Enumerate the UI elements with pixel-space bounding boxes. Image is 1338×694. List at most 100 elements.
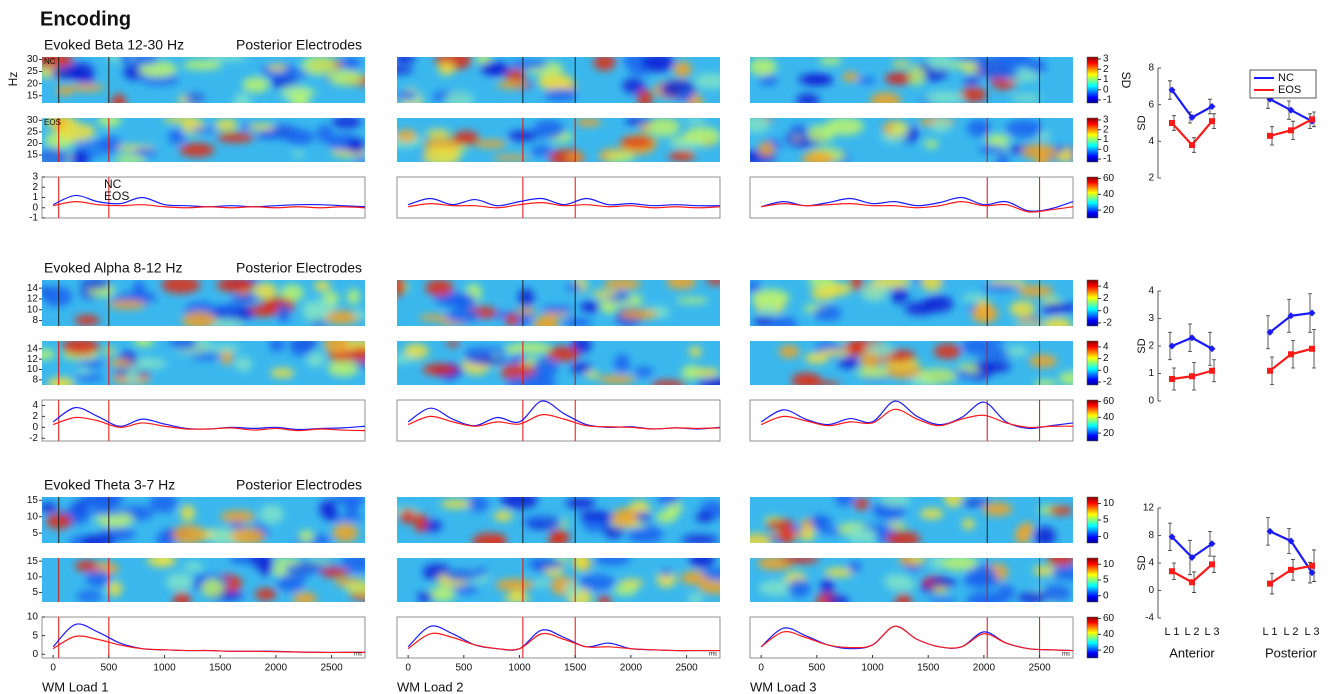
heatmap-blob bbox=[673, 61, 692, 78]
heatmap-blob bbox=[42, 502, 58, 513]
heatmap-blob bbox=[306, 352, 325, 368]
heatmap-blob bbox=[771, 317, 798, 326]
heatmap-blob bbox=[347, 288, 360, 305]
heatmap bbox=[42, 497, 365, 543]
heatmap-tick-label: 8 bbox=[32, 374, 38, 385]
plot-frame bbox=[749, 616, 1074, 659]
heatmap-blob bbox=[985, 134, 1010, 146]
marker bbox=[1309, 116, 1315, 123]
heatmap-blob bbox=[887, 522, 907, 529]
heatmap bbox=[42, 280, 365, 326]
heatmap-blob bbox=[319, 499, 337, 519]
marker bbox=[1309, 345, 1315, 352]
heatmap-blob bbox=[997, 584, 1015, 602]
heatmap bbox=[42, 57, 365, 103]
heatmap-tick-label: 15 bbox=[27, 150, 39, 161]
x-tick-label: 0 bbox=[405, 663, 411, 674]
heatmap-blob bbox=[162, 118, 200, 124]
heatmap-blob bbox=[859, 352, 881, 368]
heatmap-blob bbox=[838, 356, 861, 369]
marker bbox=[1209, 367, 1215, 374]
heatmap-blob bbox=[778, 527, 795, 543]
heatmap-blob bbox=[75, 560, 99, 572]
heatmap-tick-label: 10 bbox=[27, 364, 39, 375]
figure-title: Encoding bbox=[40, 8, 131, 30]
x-tick-label: 2000 bbox=[265, 663, 288, 674]
marker bbox=[1267, 580, 1273, 587]
heatmap-blob bbox=[161, 280, 201, 294]
heatmap-blob bbox=[787, 579, 811, 598]
heatmap-blob bbox=[940, 558, 979, 571]
heatmap-blob bbox=[397, 129, 417, 142]
marker bbox=[1169, 376, 1175, 382]
heatmap-blob bbox=[853, 497, 870, 511]
x-tick-label: 2500 bbox=[320, 663, 343, 674]
heatmap-blob bbox=[819, 349, 850, 357]
heatmap-blob bbox=[169, 341, 197, 350]
heatmap-blob bbox=[789, 124, 810, 139]
heatmap-blob bbox=[168, 129, 186, 145]
series-line bbox=[760, 408, 1074, 429]
y-tick-label: 2 bbox=[32, 182, 38, 193]
heatmap-blob bbox=[427, 586, 456, 602]
heatmap-tick-label: 12 bbox=[27, 354, 39, 365]
summary-y-label: SD bbox=[1136, 115, 1148, 130]
marker bbox=[1188, 114, 1196, 121]
heatmap-blob bbox=[1047, 558, 1073, 567]
heatmap-blob bbox=[801, 380, 841, 385]
heatmap-blob bbox=[173, 591, 191, 602]
heatmap-blob bbox=[926, 57, 952, 71]
heatmap-blob bbox=[687, 593, 704, 602]
marker bbox=[1209, 118, 1215, 125]
heatmap-blob bbox=[597, 595, 612, 602]
heatmap-blob bbox=[47, 377, 75, 385]
heatmap-blobs bbox=[397, 280, 720, 326]
heatmap-blob bbox=[1027, 59, 1047, 74]
x-unit: ms bbox=[709, 652, 717, 658]
heatmap-blob bbox=[962, 293, 985, 302]
y-tick-label: 1 bbox=[32, 192, 38, 203]
heatmap-blob bbox=[204, 344, 242, 353]
heatmap-blob bbox=[613, 584, 638, 596]
summary-y-tick-label: 3 bbox=[1148, 313, 1154, 324]
heatmap-blobs bbox=[397, 497, 720, 543]
marker bbox=[1287, 312, 1295, 320]
heatmap-blob bbox=[657, 497, 680, 506]
summary-y-tick-label: 4 bbox=[1148, 558, 1154, 569]
heatmap-blob bbox=[805, 75, 834, 85]
series-line bbox=[407, 414, 721, 430]
heatmap-blob bbox=[95, 511, 134, 528]
marker bbox=[1189, 142, 1195, 148]
heatmap-blob bbox=[533, 357, 559, 377]
heatmap-blob bbox=[422, 363, 458, 376]
heatmap bbox=[397, 57, 720, 103]
summary-category: L 3 bbox=[1205, 626, 1220, 638]
heatmap-blob bbox=[146, 558, 177, 567]
heatmap bbox=[397, 118, 720, 162]
heatmap-blob bbox=[1021, 143, 1057, 160]
heatmap-y-label: Hz bbox=[6, 72, 20, 87]
heatmap-blob bbox=[1033, 526, 1056, 543]
heatmap-blob bbox=[1041, 584, 1071, 602]
heatmap-blob bbox=[516, 307, 536, 315]
heatmap-blob bbox=[57, 123, 96, 141]
plot-frame bbox=[749, 176, 1074, 219]
heatmap bbox=[397, 558, 720, 602]
x-tick-label: 1000 bbox=[508, 663, 531, 674]
heatmap-blob bbox=[341, 57, 361, 72]
heatmap-blob bbox=[327, 360, 359, 377]
heatmap-blob bbox=[495, 578, 534, 592]
plot-frame bbox=[41, 399, 366, 442]
summary-line bbox=[1171, 120, 1213, 147]
heatmap-blob bbox=[322, 310, 361, 325]
series-line bbox=[407, 632, 720, 652]
colorbar-tick-label: 10 bbox=[1103, 559, 1115, 570]
heatmap-blob bbox=[215, 118, 238, 131]
colorbar bbox=[1086, 399, 1099, 442]
colorbar-tick-label: 3 bbox=[1103, 115, 1109, 126]
colorbar-tick-label: -2 bbox=[1103, 377, 1112, 388]
heatmap-blob bbox=[474, 139, 507, 148]
heatmap-tick-label: 25 bbox=[27, 66, 39, 77]
colorbar-tick-label: 5 bbox=[1103, 515, 1109, 526]
